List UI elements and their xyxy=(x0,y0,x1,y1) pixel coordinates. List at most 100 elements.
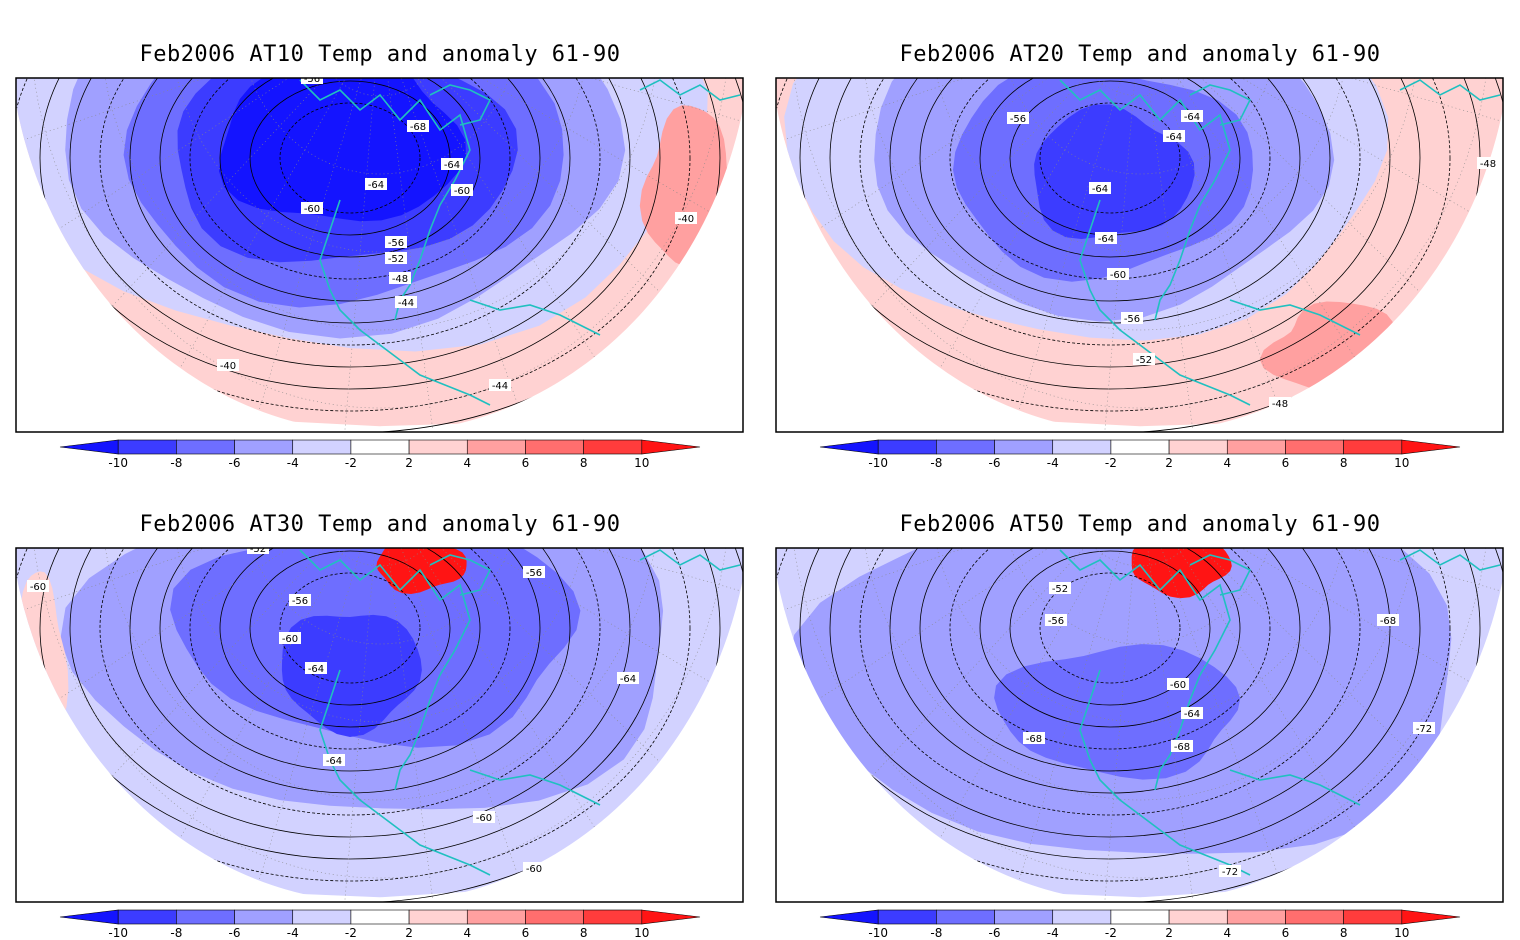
colorbar-swatch xyxy=(525,439,584,455)
colorbar-swatch xyxy=(1226,909,1286,925)
contour-label-text: -60 xyxy=(1110,270,1126,281)
temperature-contour xyxy=(129,78,571,324)
coastline xyxy=(1079,199,1251,406)
contour-label: -64 xyxy=(617,672,639,685)
contour-label-box xyxy=(1023,732,1045,744)
temperature-contour xyxy=(799,78,1421,390)
meridian-line xyxy=(379,78,718,349)
contour-label-text: -64 xyxy=(326,756,342,767)
colorbar-tick-label: -6 xyxy=(989,926,1001,940)
map-disc xyxy=(776,548,1503,902)
contour-label-text: -56 xyxy=(388,238,404,249)
coastline xyxy=(1059,549,1231,791)
coastline xyxy=(1399,549,1501,571)
colorbar-tick-label: 2 xyxy=(1165,456,1173,470)
colorbar-tick-label: 8 xyxy=(580,926,588,940)
contour-label-text: -48 xyxy=(392,274,408,285)
colorbar-swatch xyxy=(408,909,468,925)
contour-label-box xyxy=(289,594,311,606)
temperature-contour xyxy=(159,78,541,302)
latitude-circle xyxy=(169,78,591,253)
contour-label: -64 xyxy=(1181,707,1203,720)
colorbar-swatch xyxy=(1168,909,1228,925)
contour-label: -56 xyxy=(1007,112,1029,125)
latitude-circle xyxy=(929,78,1351,253)
map-frame xyxy=(775,77,1504,433)
contour-label-box xyxy=(473,811,495,823)
colorbar-tick-label: -2 xyxy=(1105,926,1117,940)
colorbar-swatch xyxy=(936,909,995,925)
contour-label-text: -64 xyxy=(1184,112,1200,123)
coastline xyxy=(319,199,491,406)
coastline xyxy=(1399,79,1501,101)
contour-label-box xyxy=(389,272,411,284)
coastline xyxy=(469,299,601,336)
colorbar-swatch xyxy=(994,909,1054,925)
contour-label-text: -56 xyxy=(1048,616,1064,627)
contour-label-box xyxy=(217,359,239,371)
meridian-line xyxy=(1139,548,1478,819)
colorbar-tick-label: -10 xyxy=(108,456,128,470)
contour-label: -64 xyxy=(365,178,387,191)
colorbar-arrow-left xyxy=(59,439,119,455)
contour-label-box xyxy=(1163,130,1185,142)
contour-label: -56 xyxy=(1045,614,1067,627)
temperature-contour xyxy=(189,548,511,750)
panel-at30: Feb2006 AT30 Temp and anomaly 61-90 -52-… xyxy=(0,470,760,940)
temperature-contour xyxy=(979,548,1241,728)
contour-label-text: -52 xyxy=(1052,584,1068,595)
contour-label-text: -64 xyxy=(1166,132,1182,143)
contour-label-box xyxy=(1089,182,1111,194)
anomaly-shade-m8 xyxy=(281,614,422,737)
colorbar-tick-label: 2 xyxy=(405,926,413,940)
colorbar-swatch xyxy=(936,439,995,455)
colorbar-swatch xyxy=(350,439,410,455)
colorbar-tick-label: 10 xyxy=(1394,926,1409,940)
contour-label-text: -72 xyxy=(1416,724,1432,735)
meridian-line xyxy=(379,78,640,428)
contour-label-box xyxy=(301,202,323,214)
map-frame xyxy=(15,77,744,433)
contour-label-box xyxy=(1171,740,1193,752)
colorbar-arrow-right xyxy=(1401,909,1461,925)
temperature-contour xyxy=(219,78,481,258)
contour-label: -56 xyxy=(289,594,311,607)
colorbar: -10 -8 -6 -4 -2 2 4 6 8 10 xyxy=(819,439,1461,470)
colorbar-tick-label: 6 xyxy=(1282,926,1290,940)
contour-label-box xyxy=(301,78,323,84)
colorbar-swatch xyxy=(994,439,1054,455)
contour-label-box xyxy=(1413,722,1435,734)
temperature-contour xyxy=(279,572,421,684)
panel-title: Feb2006 AT20 Temp and anomaly 61-90 xyxy=(899,42,1381,67)
coastline xyxy=(1189,84,1252,126)
contour-label: -68 xyxy=(1023,732,1045,745)
contour-label-box xyxy=(523,862,545,874)
latitude-circle xyxy=(239,78,521,175)
coastline xyxy=(639,79,741,101)
contour-label: -44 xyxy=(489,379,511,392)
colorbar-tick-label: 8 xyxy=(580,456,588,470)
temperature-contour xyxy=(16,78,691,412)
contour-label-box xyxy=(1007,112,1029,124)
temperature-contour xyxy=(249,550,451,706)
coastline xyxy=(429,554,492,596)
coastline xyxy=(319,669,491,876)
colorbar-swatch xyxy=(583,909,643,925)
contour-label-text: -64 xyxy=(1098,234,1114,245)
contour-label-text: -64 xyxy=(368,180,384,191)
contour-label: -64 xyxy=(323,754,345,767)
temperature-contour xyxy=(39,78,661,390)
contour-label-text: -60 xyxy=(454,186,470,197)
contour-label: -64 xyxy=(441,158,463,171)
coastline xyxy=(639,549,741,571)
colorbar-swatch xyxy=(1110,439,1170,455)
map-disc xyxy=(16,548,743,902)
colorbar-tick-label: 8 xyxy=(1340,926,1348,940)
contour-label-box xyxy=(385,252,407,264)
temperature-contour xyxy=(129,548,571,794)
panel-at20: Feb2006 AT20 Temp and anomaly 61-90 -56 -… xyxy=(760,0,1520,470)
map-frame xyxy=(15,547,744,903)
temperature-contour xyxy=(219,548,481,728)
colorbar-tick-label: 6 xyxy=(522,926,530,940)
colorbar-swatch xyxy=(234,909,294,925)
